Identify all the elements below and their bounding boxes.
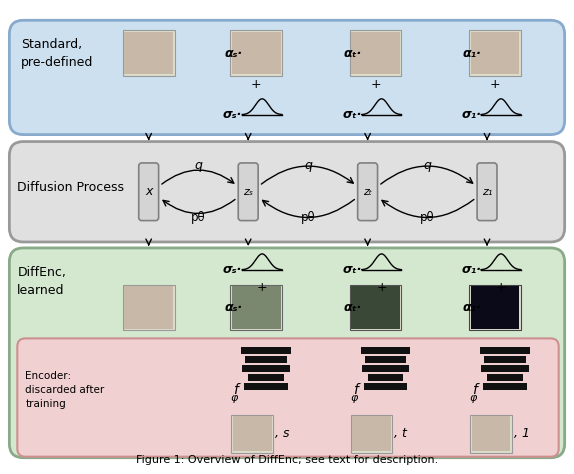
Text: +: + [490,78,501,91]
FancyBboxPatch shape [9,20,565,135]
FancyBboxPatch shape [139,163,158,220]
Text: zₛ: zₛ [243,187,253,197]
Text: +: + [370,78,381,91]
Text: +: + [251,78,262,91]
Bar [471,286,519,329]
Bar [352,417,391,451]
Text: Standard,
pre-defined: Standard, pre-defined [21,38,94,69]
Bar [244,383,288,390]
Text: q: q [195,159,203,173]
Text: Encoder:
discarded after
training: Encoder: discarded after training [25,371,104,409]
Text: +: + [495,281,506,294]
Text: q: q [304,159,312,173]
Bar [230,285,282,330]
Bar [469,285,521,330]
Text: pθ: pθ [301,211,315,224]
Text: αₜ·: αₜ· [343,301,362,314]
Text: φ: φ [231,392,238,402]
Bar [125,32,173,74]
Bar [350,30,401,76]
Bar [481,365,529,372]
Text: αₛ·: αₛ· [224,301,242,314]
Bar [242,365,290,372]
Bar [245,356,287,363]
Text: f: f [234,383,238,397]
FancyBboxPatch shape [358,163,378,220]
Text: σₜ·: σₜ· [342,108,362,121]
Bar [241,347,291,354]
Text: φ: φ [470,392,477,402]
Text: σₜ·: σₜ· [342,263,362,276]
Bar [472,417,510,451]
Text: +: + [376,281,387,294]
Bar [231,415,273,453]
Text: zₜ: zₜ [363,187,372,197]
Text: pθ: pθ [420,211,435,224]
Bar [362,365,409,372]
Bar [350,285,401,330]
Bar [483,383,527,390]
Bar [469,30,521,76]
FancyBboxPatch shape [238,163,258,220]
Text: σₛ·: σₛ· [223,263,242,276]
Bar [351,32,400,74]
Bar [123,285,174,330]
Text: αₜ·: αₜ· [343,46,362,60]
Bar [232,32,281,74]
FancyBboxPatch shape [9,142,565,242]
Text: αₛ·: αₛ· [224,46,242,60]
Bar [232,286,281,329]
Text: α₁·: α₁· [462,46,481,60]
Bar [360,347,410,354]
Bar [487,374,523,381]
Text: σₛ·: σₛ· [223,108,242,121]
FancyBboxPatch shape [17,338,559,457]
Text: Diffusion Process: Diffusion Process [17,181,125,194]
Bar [351,286,400,329]
Text: α₁·: α₁· [462,301,481,314]
Bar [480,347,530,354]
FancyBboxPatch shape [9,248,565,458]
Text: , s: , s [275,428,289,440]
Bar [125,286,173,329]
Bar [248,374,284,381]
Text: Figure 1: Overview of DiffEnc; see text for description.: Figure 1: Overview of DiffEnc; see text … [136,455,438,465]
FancyBboxPatch shape [477,163,497,220]
Bar [233,417,272,451]
Text: σ₁·: σ₁· [461,263,481,276]
Text: f: f [472,383,477,397]
Text: DiffEnc,
learned: DiffEnc, learned [17,266,66,297]
Bar [367,374,404,381]
Text: σ₁·: σ₁· [461,108,481,121]
Text: , 1: , 1 [514,428,530,440]
Bar [363,383,408,390]
Text: φ: φ [350,392,358,402]
Bar [471,32,519,74]
Bar [123,30,174,76]
Text: , t: , t [394,428,408,440]
Bar [351,415,393,453]
Text: +: + [257,281,267,294]
Text: z₁: z₁ [482,187,492,197]
Bar [470,415,512,453]
Text: f: f [353,383,358,397]
Text: q: q [424,159,431,173]
Bar [364,356,406,363]
Bar [230,30,282,76]
Text: pθ: pθ [191,211,205,224]
Bar [484,356,526,363]
Text: x: x [145,185,152,198]
